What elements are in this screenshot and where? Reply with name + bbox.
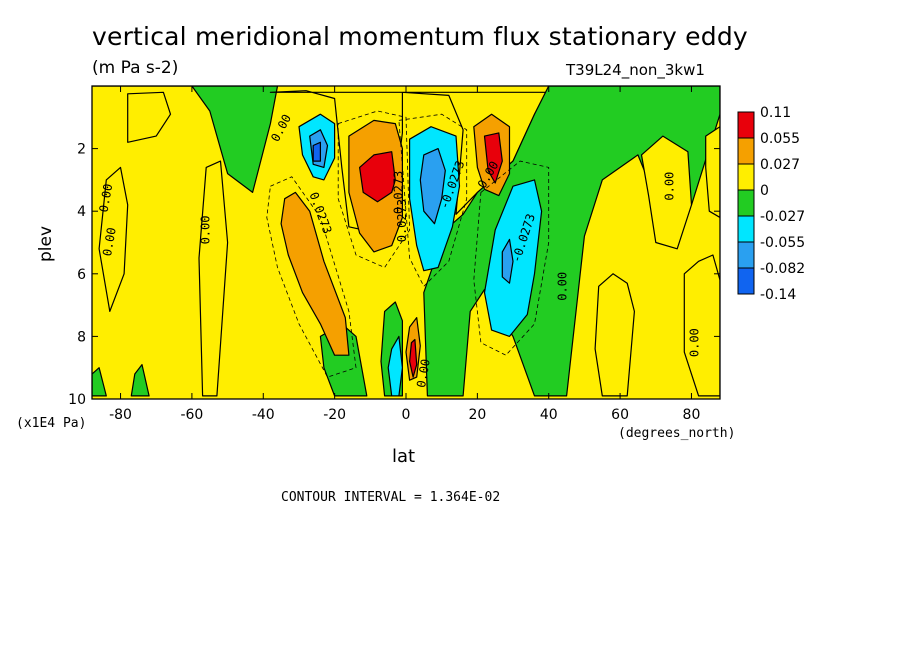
colorbar-swatch-orange bbox=[737, 137, 755, 165]
x-tick-label: -40 bbox=[252, 407, 275, 423]
colorbar-label: -0.082 bbox=[760, 261, 805, 277]
y-axis-unit: (x1E4 Pa) bbox=[16, 416, 87, 431]
x-tick-label: 20 bbox=[468, 407, 486, 423]
x-tick-label: 0 bbox=[402, 407, 411, 423]
colorbar-label: -0.055 bbox=[760, 235, 805, 251]
contour-region-lightblue bbox=[419, 148, 446, 225]
chart-units: (m Pa s-2) bbox=[92, 58, 179, 78]
x-tick-label: 60 bbox=[611, 407, 629, 423]
contour-region-yellow bbox=[198, 160, 229, 397]
contour-label: 0.00 bbox=[199, 216, 213, 245]
colorbar-swatch-lightblue bbox=[737, 241, 755, 269]
y-tick-label: 10 bbox=[68, 392, 86, 408]
contour-line bbox=[398, 113, 468, 287]
contour-region-green bbox=[130, 364, 150, 397]
y-tick-label: 4 bbox=[77, 204, 86, 220]
experiment-label: T39L24_non_3kw1 bbox=[566, 61, 705, 79]
contour-region-green bbox=[92, 367, 107, 397]
colorbar: 0.11 0.055 0.027 0 -0.027 -0.055 -0.082 -0.14 bbox=[737, 105, 805, 303]
y-tick-label: 6 bbox=[77, 267, 86, 283]
x-tick-label: 40 bbox=[540, 407, 558, 423]
y-axis-ticks: 2 4 6 8 10 bbox=[68, 142, 720, 408]
colorbar-label: -0.14 bbox=[760, 287, 796, 303]
y-tick-label: 8 bbox=[77, 329, 86, 345]
colorbar-swatch-cyan bbox=[737, 215, 755, 243]
x-axis-unit: (degrees_north) bbox=[618, 426, 736, 441]
contour-label: 0.0273 bbox=[391, 171, 405, 214]
contour-label: 0.0273 bbox=[395, 199, 409, 242]
colorbar-label: 0 bbox=[760, 183, 769, 199]
contour-region-orange bbox=[280, 191, 350, 356]
contour-region-red bbox=[483, 132, 503, 184]
contour-label: 0.00 bbox=[663, 172, 677, 201]
filled-contours bbox=[92, 86, 720, 397]
colorbar-swatch-red bbox=[737, 111, 755, 139]
contour-region-yellow bbox=[683, 254, 720, 397]
colorbar-label: -0.027 bbox=[760, 209, 805, 225]
colorbar-swatch-yellow bbox=[737, 163, 755, 191]
contour-region-red bbox=[409, 338, 418, 378]
x-tick-label: 80 bbox=[683, 407, 701, 423]
contour-label: 0.00 bbox=[556, 272, 570, 301]
contour-label: 0.00 bbox=[96, 183, 115, 214]
colorbar-label: 0.027 bbox=[760, 157, 800, 173]
y-axis-label: plev bbox=[36, 225, 56, 262]
x-axis-ticks: -80 -60 -40 -20 0 20 40 60 80 bbox=[109, 86, 700, 423]
contour-region-yellow bbox=[705, 126, 720, 219]
contour-label: 0.00 bbox=[100, 226, 119, 257]
x-tick-label: -80 bbox=[109, 407, 132, 423]
y-tick-label: 2 bbox=[77, 142, 86, 158]
contour-region-yellow bbox=[640, 135, 693, 250]
chart-title: vertical meridional momentum flux statio… bbox=[92, 22, 748, 51]
contour-line bbox=[473, 160, 550, 356]
colorbar-swatch-green bbox=[737, 189, 755, 217]
colorbar-swatch-blue bbox=[737, 267, 755, 295]
colorbar-label: 0.055 bbox=[760, 131, 800, 147]
contour-region-blue bbox=[312, 141, 321, 162]
x-tick-label: -20 bbox=[323, 407, 346, 423]
contour-region-yellow bbox=[594, 273, 636, 397]
contour-region-cyan bbox=[387, 335, 403, 397]
contour-label: 0.00 bbox=[688, 328, 702, 357]
contour-region-yellow bbox=[98, 166, 129, 312]
colorbar-label: 0.11 bbox=[760, 105, 791, 121]
contour-line bbox=[337, 110, 411, 269]
contour-label: 0.00 bbox=[414, 358, 433, 389]
x-tick-label: -60 bbox=[180, 407, 203, 423]
contour-region-yellow bbox=[127, 91, 172, 143]
contour-interval-note: CONTOUR INTERVAL = 1.364E-02 bbox=[281, 490, 501, 505]
contour-region-red bbox=[359, 151, 396, 203]
x-axis-label: lat bbox=[392, 446, 416, 467]
contour-region-lightblue bbox=[501, 238, 514, 284]
